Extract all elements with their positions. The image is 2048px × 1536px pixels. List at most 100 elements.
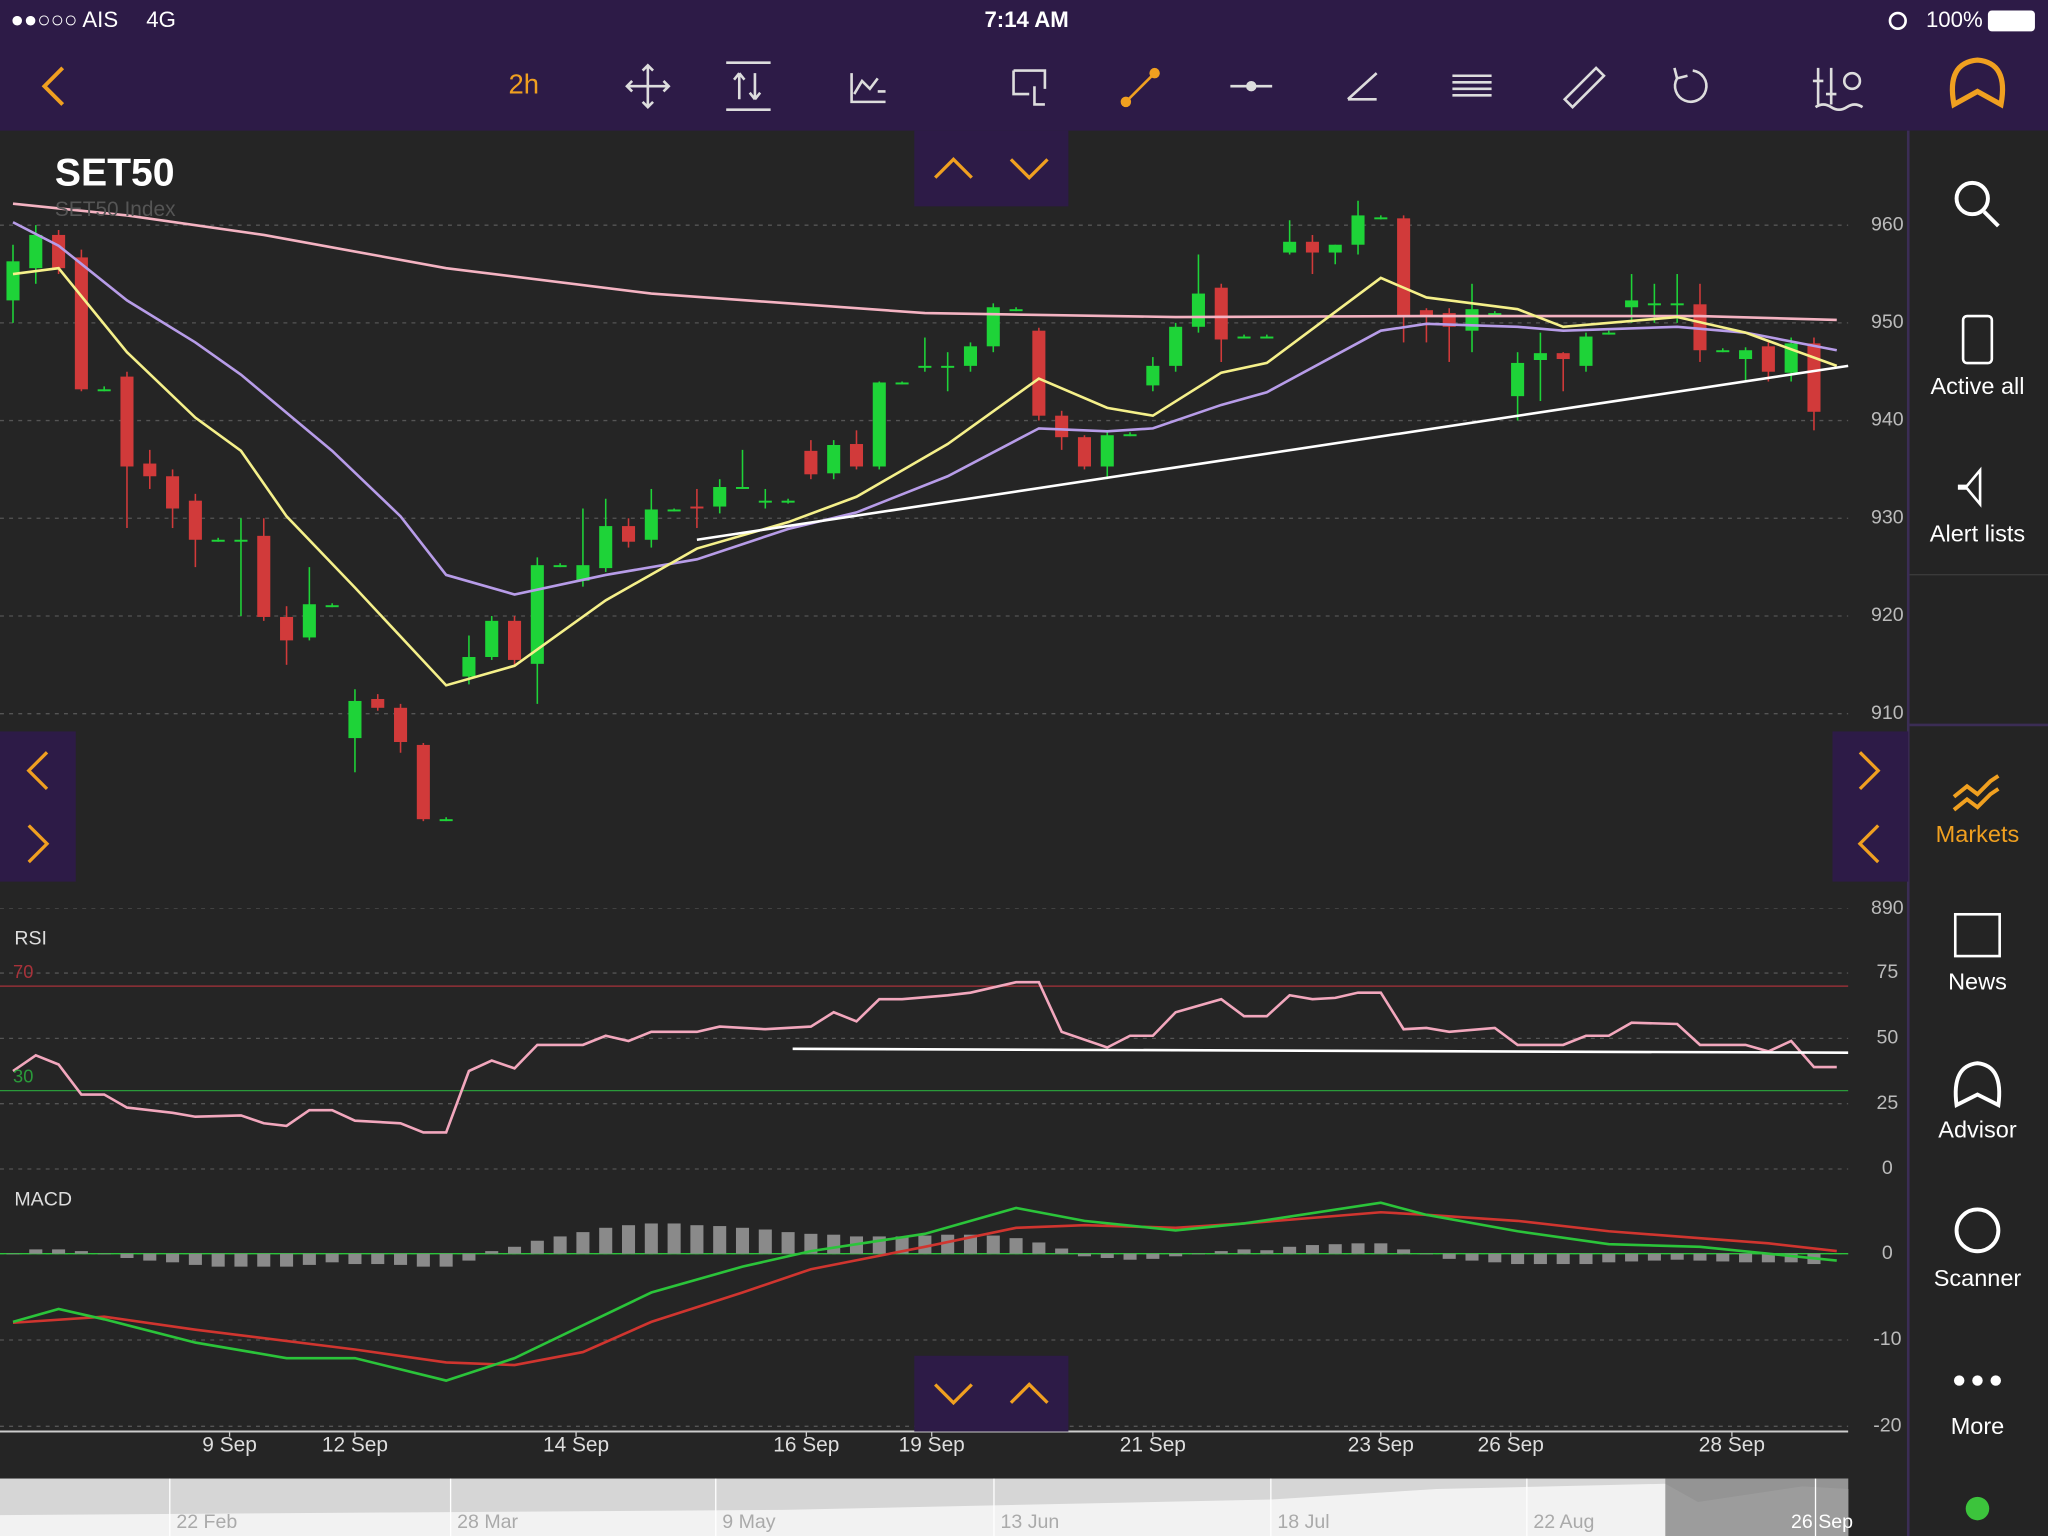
x-tick-label: 16 Sep [773,1433,839,1456]
histogram-bar [713,1226,727,1254]
scroll-left[interactable] [26,751,49,791]
candle-body [1305,241,1319,253]
candle-body [462,657,476,677]
candle-body [735,487,750,489]
interval-button[interactable]: 2h [509,68,539,99]
sidebar-label[interactable]: Alert lists [1930,521,2025,547]
histogram-bar [394,1253,408,1265]
histogram-bar [508,1246,522,1254]
candle-body [758,500,772,503]
candle-body [553,565,567,568]
ruler-tool[interactable] [1562,66,1606,109]
navigator-label: 18 Jul [1277,1511,1329,1533]
sidebar-label[interactable]: Markets [1936,821,2020,847]
scroll-right[interactable] [27,824,50,864]
pan-tool[interactable] [625,63,671,109]
histogram-bar [1511,1253,1525,1265]
news-icon[interactable] [1953,912,2001,958]
y-tick-label: 920 [1871,604,1904,626]
indicator-line [12,202,1837,322]
indicator-line [12,221,1838,596]
histogram-bar [941,1234,955,1254]
candle-body [918,365,932,368]
candle-body [827,444,841,474]
x-tick-label: 26 Sep [1478,1433,1544,1456]
sidebar-label[interactable]: Advisor [1938,1116,2017,1142]
candle-body [576,565,590,581]
x-tick-label: 12 Sep [322,1433,388,1456]
candle-body [97,389,111,392]
sidebar-label[interactable]: News [1948,969,2007,995]
candle-body [1602,332,1616,335]
sidebar-label[interactable]: Active all [1930,373,2024,399]
candle-body [1556,353,1570,360]
histogram-bar [1716,1253,1730,1262]
scroll-right[interactable] [1858,751,1881,791]
candle-body [1511,362,1525,397]
histogram-bar [553,1236,567,1254]
candle-body [1351,215,1365,245]
histogram-bar [644,1223,658,1254]
scroll-up[interactable] [934,157,973,179]
candle-body [1328,244,1342,253]
active-all-icon[interactable] [1961,314,1994,365]
histogram-bar [1077,1253,1091,1257]
scroll-up[interactable] [1009,1382,1049,1404]
candle-body [1055,415,1069,438]
histogram-bar [804,1233,818,1254]
fib-tool[interactable] [1452,74,1492,97]
candle-body [485,620,499,658]
scroll-left[interactable] [1857,824,1880,864]
chart-subtitle: SET50 Index [55,198,176,221]
candle-body [1169,326,1183,366]
navigator-label: 26 Sep [1791,1511,1853,1533]
candle-body [713,487,727,507]
undo-tool[interactable] [1673,67,1708,104]
candle-body [52,234,66,269]
scale-tool[interactable] [726,61,771,112]
alert-icon[interactable] [1957,466,1982,508]
advisor-icon[interactable] [1953,1061,2002,1108]
indicator-line [792,1047,1849,1055]
polyline-tool[interactable] [1347,72,1378,101]
histogram-bar [1693,1253,1707,1261]
settings-tool[interactable] [1812,67,1864,112]
histogram-bar [6,1253,20,1255]
candle-body [29,234,43,269]
x-tick-label: 9 Sep [202,1433,257,1456]
histogram-bar [1579,1253,1593,1265]
histogram-bar [74,1251,88,1254]
trendline-tool[interactable] [1124,72,1156,103]
logo[interactable] [1949,57,2006,109]
search-icon-handle [1982,210,2000,228]
top-bar [0,0,2048,131]
sidebar-label[interactable]: Scanner [1934,1265,2022,1291]
scroll-down[interactable] [1009,158,1049,180]
navigator-area [0,1483,1849,1536]
scanner-icon[interactable] [1954,1207,2001,1254]
candle-body [439,819,453,822]
candle-body [1237,336,1251,339]
scroll-down[interactable] [934,1383,973,1406]
candle-body [120,376,134,467]
histogram-bar [143,1253,157,1261]
indicator-tool[interactable] [1012,69,1047,106]
candle-body [1077,437,1091,467]
main-chart [0,200,1849,910]
chart-type-tool[interactable] [850,73,886,104]
back-button[interactable] [41,66,65,106]
candle-body [1488,313,1502,316]
navigator-window[interactable] [1665,1478,1849,1536]
markets-icon[interactable] [1952,774,2000,812]
histogram-bar [1055,1248,1069,1254]
level-label: 30 [13,1065,33,1086]
y-tick-label: 75 [1876,961,1898,983]
sidebar-label[interactable]: More [1951,1413,2005,1439]
histogram-bar [234,1253,248,1267]
histogram-bar [257,1253,271,1267]
histogram-bar [735,1227,750,1254]
search-icon[interactable] [1954,180,1990,217]
scroll-panel [914,130,1069,207]
